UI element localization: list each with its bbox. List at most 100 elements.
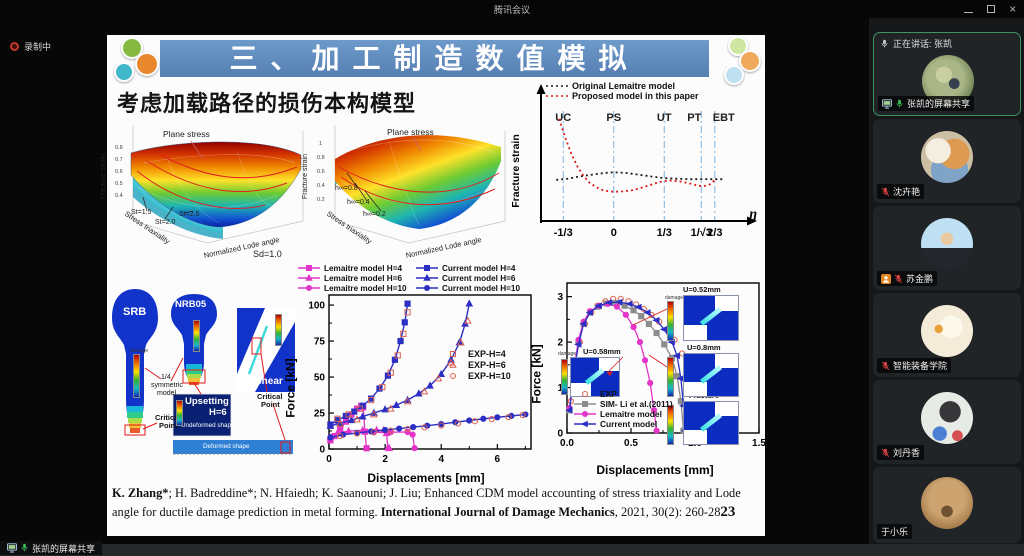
teal-circle-icon bbox=[114, 62, 134, 82]
shear-plot: 0.00.51.01.50123 bbox=[537, 277, 766, 464]
window-titlebar: 腾讯会议 × bbox=[0, 0, 1024, 18]
svg-text:PS: PS bbox=[606, 112, 621, 124]
fem-label-undeformed: Undeformed shape bbox=[181, 422, 235, 429]
shear-annotation-u058: U=0.58mm bbox=[583, 347, 621, 356]
participant-name: 苏金鹏 bbox=[906, 274, 934, 284]
mic-on-icon bbox=[896, 99, 903, 107]
fracture-eta-xlabel: η bbox=[749, 207, 757, 222]
participant-tile-3[interactable]: 苏金鹏 bbox=[873, 206, 1021, 290]
participant-name: 沈卉艳 bbox=[893, 187, 921, 197]
participant-name: 智能装备学院 bbox=[893, 361, 948, 371]
legend-label: Current model H=4 bbox=[442, 263, 516, 273]
surface-st-zlabel: Fracture strain bbox=[100, 153, 108, 200]
upsetting-plot: 0 2 4 6 0 25 50 75 100 bbox=[291, 291, 541, 486]
fem-inset-u08 bbox=[683, 353, 739, 397]
fem-colorbar bbox=[193, 320, 200, 352]
slide-subtitle: 考虑加载路径的损伤本构模型 bbox=[117, 91, 417, 116]
citation-text-2: angle for ductile damage prediction in m… bbox=[112, 505, 381, 520]
svg-text:-1/3: -1/3 bbox=[554, 227, 573, 239]
participant-tile-zhangkai[interactable]: 正在讲话: 张凯 张凯的屏幕共享 bbox=[873, 32, 1021, 116]
fem-critical-point-2: Critical bbox=[257, 392, 283, 401]
svg-text:0: 0 bbox=[326, 454, 332, 465]
fem-label-symmetric: symmetric bbox=[151, 382, 183, 389]
fem-specimens-panel: SRB NRB05 Shear Upsetting H=6 Undeformed… bbox=[109, 282, 297, 462]
surface-h-graphic bbox=[334, 125, 506, 244]
legend-label: Original Lemaitre model bbox=[572, 81, 676, 91]
legend-item: Lemaitre model H=6 bbox=[297, 273, 415, 283]
mic-muted-icon bbox=[894, 274, 903, 283]
shear-annotation-u052: U=0.52mm bbox=[683, 285, 721, 294]
pale-orange-circle-icon bbox=[739, 50, 761, 72]
svg-text:3: 3 bbox=[557, 292, 563, 303]
legend-item: Current model H=10 bbox=[415, 283, 541, 293]
presentation-slide: 三、加工制造数值模拟 考虑加载路径的损伤本构模型 bbox=[100, 35, 766, 536]
recording-icon bbox=[10, 42, 19, 51]
maximize-icon bbox=[986, 5, 995, 13]
force-chart-shear: 0.00.51.01.50123 U=0.52mm U=0.8mm Fractu… bbox=[530, 277, 766, 487]
citation-text-3: , 2021, 30(2): 260-28 bbox=[614, 505, 721, 520]
legend-item: Lemaitre model bbox=[573, 409, 673, 419]
ztick: 0.4 bbox=[115, 193, 123, 199]
legend-label: EXP-H=4 bbox=[468, 349, 506, 359]
legend-item: Original Lemaitre model bbox=[545, 81, 699, 91]
speaking-label: 正在讲话: 张凯 bbox=[893, 39, 953, 49]
fem-label-h6: H=6 bbox=[209, 407, 227, 418]
slide-title: 三、加工制造数值模拟 bbox=[229, 43, 640, 74]
fracture-strain-eta-chart: UC PS UT PT EBT -1/3 0 1/3 1/√3 2/3 Original Lema… bbox=[505, 81, 761, 245]
participant-name: 于小乐 bbox=[881, 527, 909, 537]
screen-share-icon bbox=[7, 543, 17, 553]
svg-text:EBT: EBT bbox=[713, 112, 735, 124]
participant-tile-2[interactable]: 沈卉艳 bbox=[873, 119, 1021, 203]
maximize-button[interactable] bbox=[986, 0, 995, 18]
shear-legend: EXP SIM- Li et al.(2011) Lemaitre model … bbox=[573, 389, 673, 429]
svg-text:75: 75 bbox=[314, 337, 326, 348]
legend-item: Current model H=4 bbox=[415, 263, 541, 273]
shear-annotation-u08: U=0.8mm bbox=[687, 343, 721, 352]
participant-tile-5[interactable]: 刘丹香 bbox=[873, 380, 1021, 464]
surface-st-annotation: Plane stress bbox=[163, 129, 210, 139]
participant-tile-6[interactable]: 于小乐 bbox=[873, 467, 1021, 543]
svg-text:25: 25 bbox=[314, 409, 326, 420]
close-icon: × bbox=[1008, 2, 1016, 16]
svg-text:100: 100 bbox=[308, 301, 325, 312]
damage-colorbar bbox=[667, 405, 674, 445]
mic-muted-icon bbox=[881, 448, 890, 457]
ztick: 0.6 bbox=[115, 169, 123, 175]
page-number: 23 bbox=[720, 504, 736, 521]
legend-label: Lemaitre model H=10 bbox=[324, 283, 407, 293]
minimize-button[interactable] bbox=[963, 0, 973, 18]
mic-on-icon bbox=[21, 543, 28, 552]
legend-item: EXP-H=4 bbox=[441, 349, 511, 359]
svg-text:1: 1 bbox=[557, 383, 563, 394]
svg-text:50: 50 bbox=[314, 373, 326, 384]
legend-label: Lemaitre model H=4 bbox=[324, 263, 403, 273]
damage-colorbar bbox=[667, 301, 674, 341]
svg-text:0: 0 bbox=[557, 429, 563, 440]
legend-item: EXP bbox=[573, 389, 673, 399]
fem-label-nrb05: NRB05 bbox=[175, 299, 207, 310]
citation-authors: K. Zhang* bbox=[112, 486, 169, 500]
fem-label-deformed: Deformed shape bbox=[203, 443, 250, 450]
upsetting-xlabel: Displacements [mm] bbox=[367, 471, 485, 485]
svg-text:2/3: 2/3 bbox=[707, 227, 722, 239]
svg-text:0: 0 bbox=[319, 445, 325, 456]
avatar bbox=[921, 477, 973, 529]
surface-st-annotation: St=2.5 bbox=[179, 211, 200, 218]
share-bar-label: 张凯的屏幕共享 bbox=[32, 543, 96, 554]
fem-colorbar bbox=[275, 314, 282, 346]
fracture-eta-ylabel: Fracture strain bbox=[509, 134, 522, 208]
participant-name-badge: 张凯的屏幕共享 bbox=[878, 96, 975, 111]
avatar bbox=[921, 131, 973, 183]
citation-text-1: ; H. Badreddine*; N. Hfaiedh; K. Saanoun… bbox=[168, 486, 741, 500]
speaking-header: 正在讲话: 张凯 bbox=[880, 37, 952, 50]
close-button[interactable]: × bbox=[1009, 0, 1016, 18]
svg-text:PT: PT bbox=[687, 112, 701, 124]
ztick: 0.4 bbox=[317, 183, 325, 189]
ztick: 0.7 bbox=[115, 157, 123, 163]
legend-label: EXP-H=6 bbox=[468, 360, 506, 370]
participant-name-badge: 智能装备学院 bbox=[877, 358, 952, 373]
screen-share-indicator[interactable]: 张凯的屏幕共享 bbox=[0, 541, 103, 555]
participant-tile-4[interactable]: 智能装备学院 bbox=[873, 293, 1021, 377]
fem-label-model: model bbox=[157, 390, 177, 397]
damage-colorbar-label: damage bbox=[558, 351, 577, 357]
